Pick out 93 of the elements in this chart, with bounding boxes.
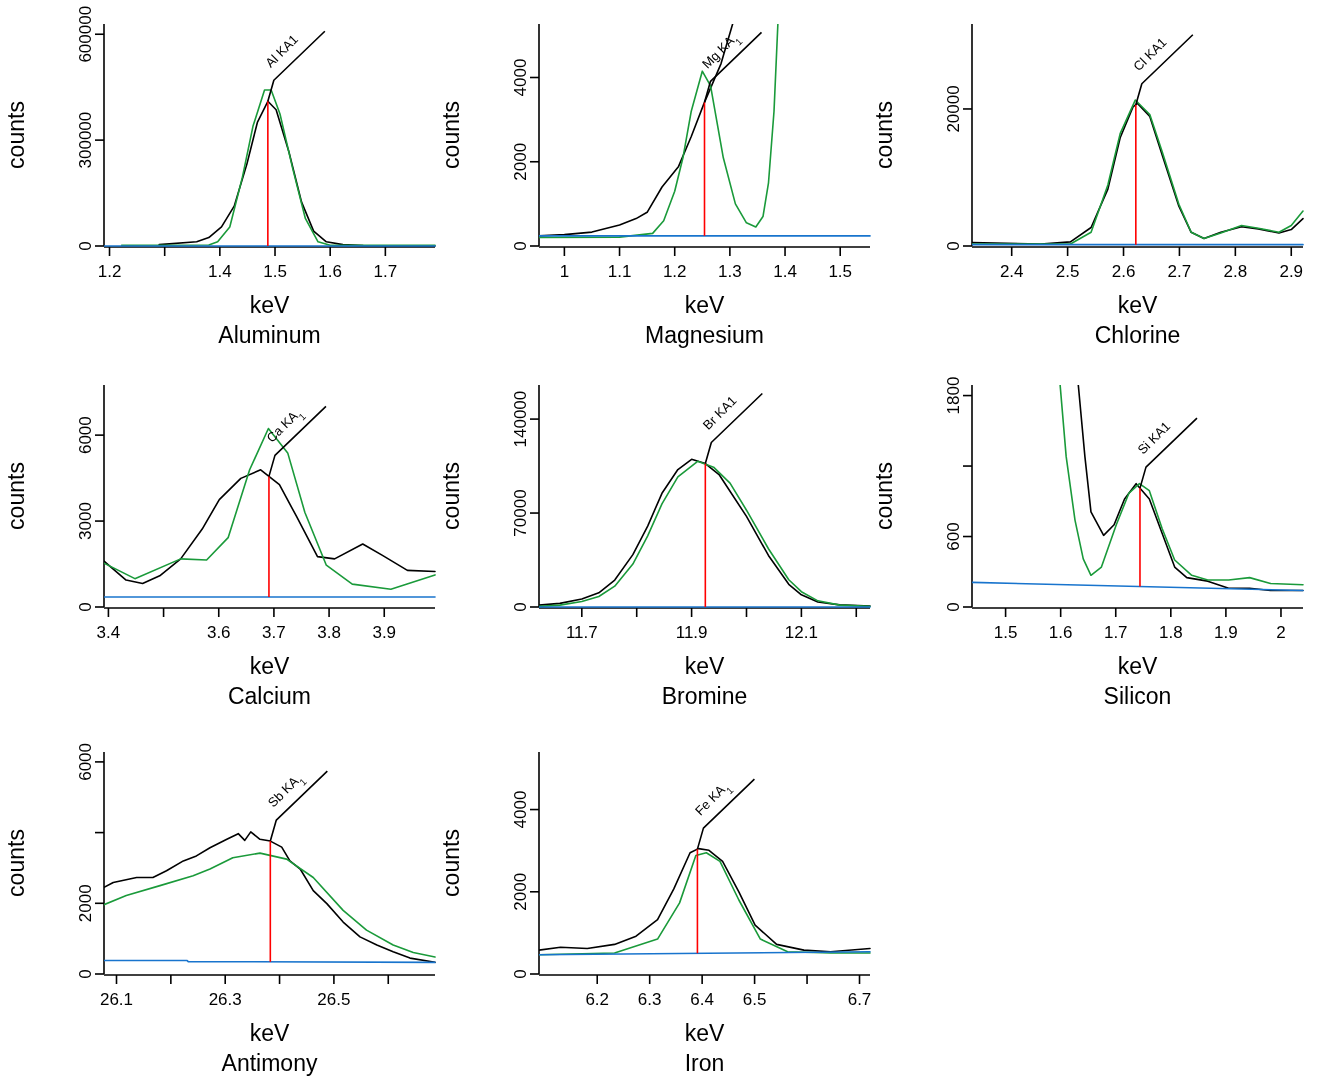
y-tick-label: 0 — [76, 602, 95, 612]
y-tick-label: 6000 — [76, 742, 95, 781]
y-tick-label: 2000 — [76, 884, 95, 923]
x-tick-label: 1.9 — [1214, 623, 1238, 642]
x-axis-title: keV — [1117, 653, 1158, 679]
y-axis-title: counts — [871, 462, 897, 530]
x-tick-label: 3.4 — [96, 623, 121, 642]
x-tick-label: 6.7 — [847, 990, 872, 1009]
x-tick-label: 2.5 — [1055, 262, 1080, 281]
x-tick-label: 1.5 — [993, 623, 1018, 642]
x-tick-label: 1.1 — [607, 262, 632, 281]
line-series — [539, 24, 779, 239]
text: Calcium — [227, 683, 312, 709]
x-tick-label: 1.8 — [1159, 623, 1183, 642]
x-tick-label: 1.5 — [828, 262, 853, 281]
y-tick-label: 0 — [511, 241, 530, 251]
x-axis-title: keV — [249, 292, 290, 318]
x-tick-label: 1.5 — [263, 262, 287, 281]
x-tick-label: 3.9 — [372, 623, 397, 642]
x-tick-label: 1.6 — [1048, 623, 1073, 642]
y-tick-label: 6000 — [76, 416, 95, 455]
x-tick-label: 1 — [559, 262, 570, 281]
y-tick-label: 600000 — [76, 5, 95, 63]
y-tick-label: 20000 — [944, 85, 963, 133]
y-tick-label: 2000 — [511, 142, 530, 181]
x-tick-label: 1.6 — [318, 262, 342, 281]
x-tick-label: 26.1 — [99, 990, 134, 1009]
ref-line-label: Al KA1 — [262, 31, 302, 71]
x-tick-label: 2.8 — [1223, 262, 1248, 281]
ref-line-label: Br KA1 — [699, 392, 740, 433]
y-axis-title: counts — [438, 829, 464, 897]
text: Antimony — [221, 1050, 318, 1076]
y-tick-label: 600 — [944, 522, 963, 551]
text: Magnesium — [645, 322, 764, 348]
x-tick-label: 2.9 — [1279, 262, 1304, 281]
x-tick-label: 2.4 — [999, 262, 1024, 281]
y-tick-label: 3000 — [76, 502, 95, 540]
x-tick-label: 26.3 — [208, 990, 242, 1009]
x-tick-label: 1.4 — [208, 262, 232, 281]
ref-line-label: Si KA1 — [1134, 418, 1174, 458]
y-tick-label: 70000 — [511, 489, 530, 537]
y-tick-label: 0 — [944, 602, 963, 612]
x-axis-title: keV — [684, 1020, 725, 1046]
x-axis-title: keV — [684, 292, 725, 318]
x-tick-label: 3.6 — [206, 623, 231, 642]
text: Chlorine — [1094, 322, 1181, 348]
y-tick-label: 140000 — [511, 390, 530, 448]
y-tick-label: 4000 — [511, 790, 530, 829]
x-tick-label: 1.7 — [1103, 623, 1128, 642]
y-axis-title: counts — [3, 829, 29, 897]
y-tick-label: 0 — [511, 969, 530, 979]
y-tick-label: 300000 — [76, 111, 95, 169]
x-tick-label: 11.9 — [675, 623, 708, 642]
x-tick-label: 6.4 — [690, 990, 714, 1009]
x-tick-label: 6.5 — [742, 990, 767, 1009]
x-tick-label: 1.2 — [662, 262, 687, 281]
y-tick-label: 0 — [76, 241, 95, 251]
y-tick-label: 4000 — [511, 58, 530, 97]
y-tick-label: 0 — [511, 602, 530, 612]
y-axis-title: counts — [3, 101, 29, 169]
x-tick-label: 1.7 — [373, 262, 398, 281]
ref-line-label: Cl KA1 — [1130, 34, 1170, 74]
text: Iron — [684, 1050, 725, 1076]
x-tick-label: 26.5 — [317, 990, 351, 1009]
text: Silicon — [1103, 683, 1172, 709]
line-series — [104, 852, 436, 958]
x-tick-label: 1.3 — [718, 262, 742, 281]
x-tick-label: 2.7 — [1167, 262, 1192, 281]
text: Aluminum — [218, 322, 321, 348]
x-axis-title: keV — [249, 1020, 290, 1046]
x-tick-label: 2.6 — [1111, 262, 1136, 281]
x-tick-label: 6.2 — [585, 990, 610, 1009]
x-tick-label: 2 — [1276, 623, 1286, 642]
x-tick-label: 11.7 — [565, 623, 598, 642]
x-tick-label: 12.1 — [784, 623, 818, 642]
y-axis-title: counts — [438, 101, 464, 169]
x-axis-title: keV — [249, 653, 290, 679]
x-tick-label: 3.7 — [262, 623, 286, 642]
x-tick-label: 1.4 — [773, 262, 797, 281]
x-axis-title: keV — [1117, 292, 1158, 318]
line-series — [104, 427, 436, 591]
y-axis-title: counts — [3, 462, 29, 530]
x-tick-label: 3.8 — [317, 623, 341, 642]
y-axis-title: counts — [438, 462, 464, 530]
y-tick-label: 2000 — [511, 872, 530, 911]
y-axis-title: counts — [871, 101, 897, 169]
x-tick-label: 1.2 — [97, 262, 122, 281]
y-tick-label: 1800 — [944, 376, 963, 415]
y-tick-label: 0 — [76, 969, 95, 979]
y-tick-label: 0 — [944, 241, 963, 251]
text: Bromine — [661, 683, 748, 709]
x-tick-label: 6.3 — [637, 990, 662, 1009]
x-axis-title: keV — [684, 653, 725, 679]
